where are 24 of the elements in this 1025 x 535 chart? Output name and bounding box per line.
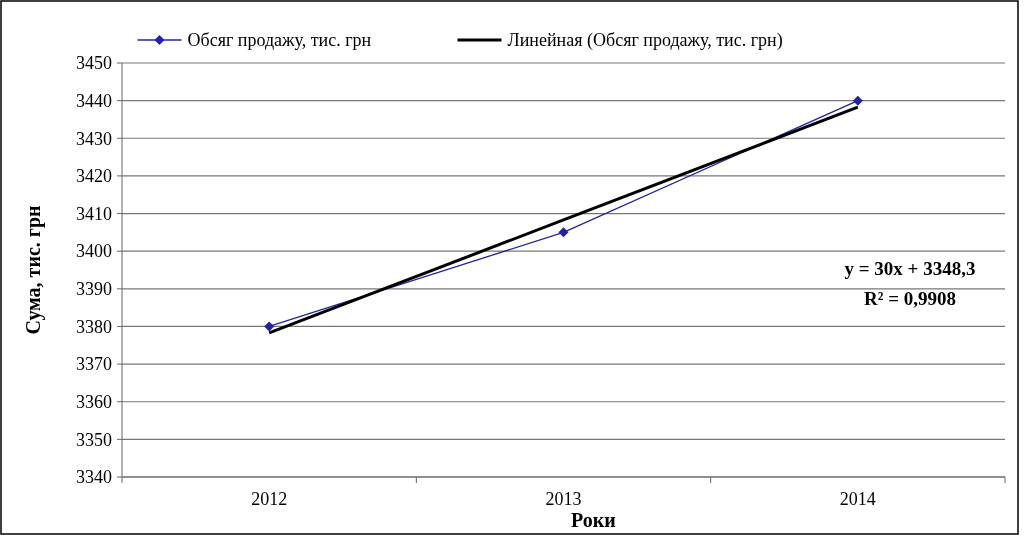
legend-label: Обсяг продажу, тис. грн [187, 30, 372, 51]
y-tick-label: 3400 [76, 241, 112, 262]
point [264, 321, 275, 332]
y-tick-label: 3390 [76, 279, 112, 300]
annotation: R² = 0,9908 [864, 288, 956, 309]
x-tick-label: 2012 [251, 489, 288, 509]
y-axis-title: Сума, тис. грн [22, 205, 45, 335]
point [852, 95, 863, 106]
y-tick-label: 3440 [76, 90, 112, 111]
x-axis-title: Роки [571, 509, 616, 531]
y-tick-label: 3370 [76, 354, 112, 375]
y-tick-label: 3450 [76, 53, 112, 74]
x-tick-label: 2013 [545, 489, 582, 509]
y-tick-label: 3360 [76, 392, 112, 413]
legend-label: Линейная (Обсяг продажу, тис. грн) [507, 30, 783, 52]
y-tick-label: 3410 [76, 203, 112, 224]
y-tick-label: 3350 [76, 429, 112, 450]
x-tick-label: 2014 [839, 489, 876, 509]
y-tick-label: 3420 [76, 166, 112, 187]
y-tick-label: 3340 [76, 467, 112, 488]
annotation: y = 30x + 3348,3 [844, 258, 976, 279]
point [558, 227, 569, 238]
y-tick-label: 3430 [76, 128, 112, 149]
y-tick-label: 3380 [76, 316, 112, 337]
